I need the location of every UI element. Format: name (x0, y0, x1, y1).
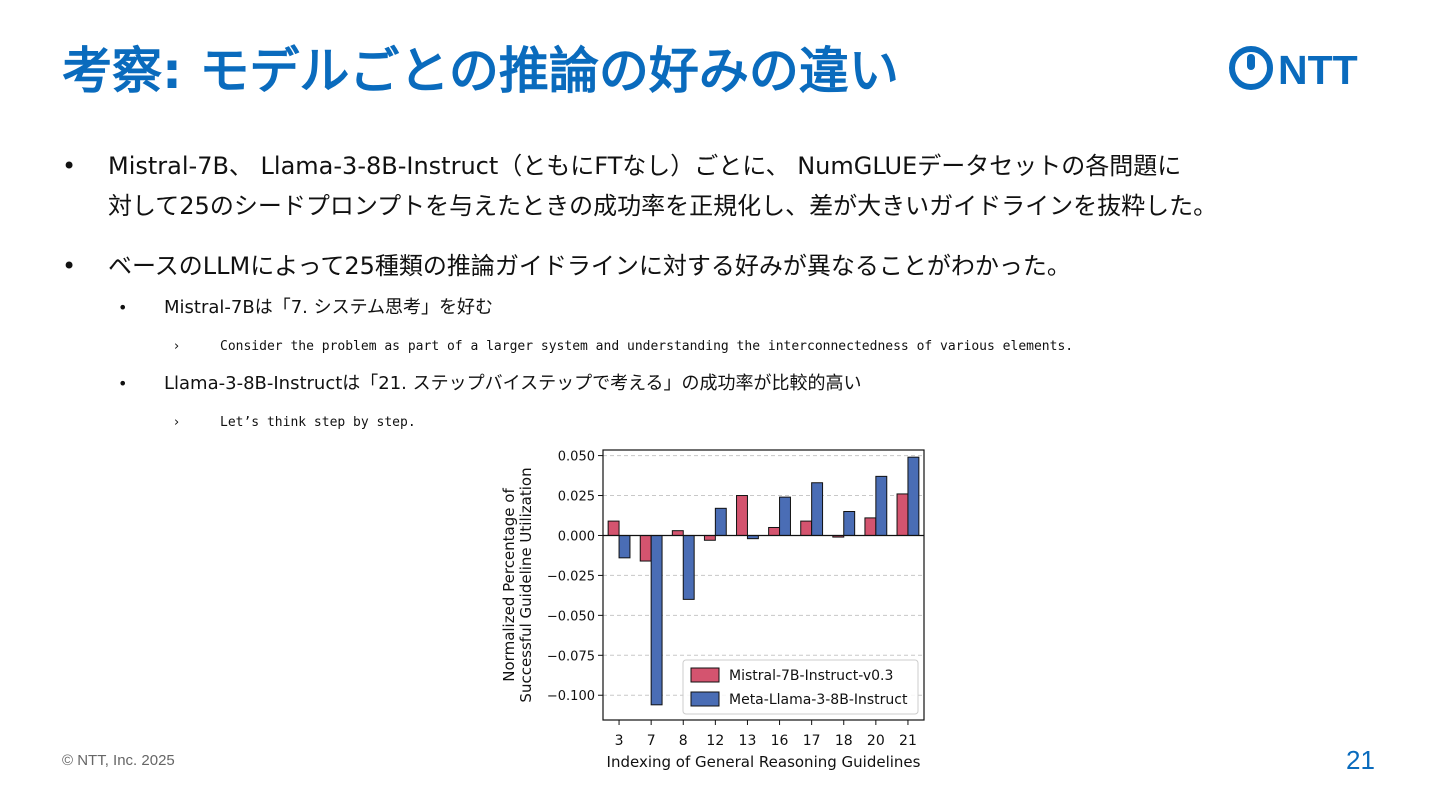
quote-step-by-step: › Let’s think step by step. (174, 413, 416, 433)
ntt-logo: NTT (1228, 44, 1382, 92)
bar (703, 534, 716, 541)
y-tick-label: 0.050 (558, 450, 595, 465)
bullet-1-line1: Mistral-7B、 Llama-3-8B-Instruct（ともにFTなし）… (108, 152, 1182, 180)
y-tick-label: −0.025 (547, 569, 595, 584)
bar-chart: 0.050 0.025 0.000 −0.025 −0.050 −0.075 −0.100 3… (490, 440, 940, 780)
x-tick-label: 18 (835, 733, 853, 749)
bar (811, 482, 824, 536)
sub-bullet-mistral-text: Mistral-7Bは「7. システム思考」を好む (164, 297, 494, 318)
ntt-logo-mark-icon (1229, 46, 1273, 90)
bullet-dot: • (62, 152, 77, 180)
sub-bullet-dot: • (118, 374, 128, 393)
y-tick-label: −0.075 (547, 649, 595, 664)
bullet-dot: • (62, 252, 77, 280)
copyright-footer: © NTT, Inc. 2025 (62, 752, 175, 769)
x-tick-label: 21 (899, 733, 917, 749)
x-tick-label: 12 (706, 733, 724, 749)
y-axis-label-line1: Normalized Percentage of (500, 488, 518, 682)
legend-swatch (690, 667, 720, 683)
quote-system-thinking-text: Consider the problem as part of a larger… (220, 339, 1074, 354)
bar (907, 456, 920, 536)
y-tick-label: 0.000 (558, 529, 595, 544)
sub-bullet-llama-text: Llama-3-8B-Instructは「21. ステップバイステップで考える」… (164, 373, 862, 394)
bar (650, 534, 663, 706)
bar (779, 496, 791, 536)
bar (671, 530, 684, 536)
bar (864, 517, 877, 536)
bar (875, 475, 888, 536)
x-tick-label: 20 (867, 733, 885, 749)
bar (843, 511, 856, 536)
page-number: 21 (1346, 745, 1375, 775)
quote-system-thinking: › Consider the problem as part of a larg… (174, 337, 1074, 357)
sub-bullet-mistral: • Mistral-7Bは「7. システム思考」を好む (118, 295, 494, 321)
quote-arrow-icon: › (174, 339, 180, 354)
bar (639, 534, 652, 562)
bullet-2-text: ベースのLLMによって25種類の推論ガイドラインに対する好みが異なることがわかっ… (108, 252, 1071, 280)
legend-label: Meta-Llama-3-8B-Instruct (729, 692, 908, 708)
legend-label: Mistral-7B-Instruct-v0.3 (729, 668, 893, 684)
x-axis-label: Indexing of General Reasoning Guidelines (607, 753, 921, 771)
slide-title: 考察: モデルごとの推論の好みの違い (62, 42, 899, 100)
sub-bullet-llama: • Llama-3-8B-Instructは「21. ステップバイステップで考え… (118, 371, 862, 397)
quote-step-by-step-text: Let’s think step by step. (220, 415, 416, 430)
quote-arrow-icon: › (174, 415, 180, 430)
bullet-1: • Mistral-7B、 Llama-3-8B-Instruct（ともにFTな… (62, 146, 1218, 226)
y-tick-label: 0.025 (558, 490, 595, 505)
x-tick-label: 16 (771, 733, 789, 749)
legend-swatch (690, 691, 720, 707)
bar (682, 534, 695, 600)
bar (800, 520, 813, 536)
bar (896, 493, 909, 536)
bar (768, 526, 781, 536)
bar-chart-svg: 0.050 0.025 0.000 −0.025 −0.050 −0.075 −0.100 3… (500, 449, 925, 771)
bar (607, 520, 620, 536)
sub-bullet-dot: • (118, 298, 128, 317)
x-tick-label: 17 (803, 733, 821, 749)
x-tick-label: 7 (647, 733, 656, 749)
y-tick-label: −0.050 (547, 609, 595, 624)
y-tick-label: −0.100 (547, 689, 595, 704)
ntt-logo-text: NTT (1278, 47, 1358, 92)
plot-frame (602, 449, 925, 721)
bar (714, 507, 727, 536)
bullet-1-line2: 対して25のシードプロンプトを与えたときの成功率を正規化し、差が大きいガイドライ… (108, 192, 1218, 220)
x-tick-label: 3 (615, 733, 624, 749)
x-tick-label: 13 (739, 733, 757, 749)
y-axis-label-line2: Successful Guideline Utilization (517, 467, 535, 702)
bullet-2: • ベースのLLMによって25種類の推論ガイドラインに対する好みが異なることがわ… (62, 246, 1071, 286)
legend-box (682, 659, 919, 715)
bar (618, 534, 631, 559)
x-tick-label: 8 (679, 733, 688, 749)
bar (736, 495, 748, 536)
